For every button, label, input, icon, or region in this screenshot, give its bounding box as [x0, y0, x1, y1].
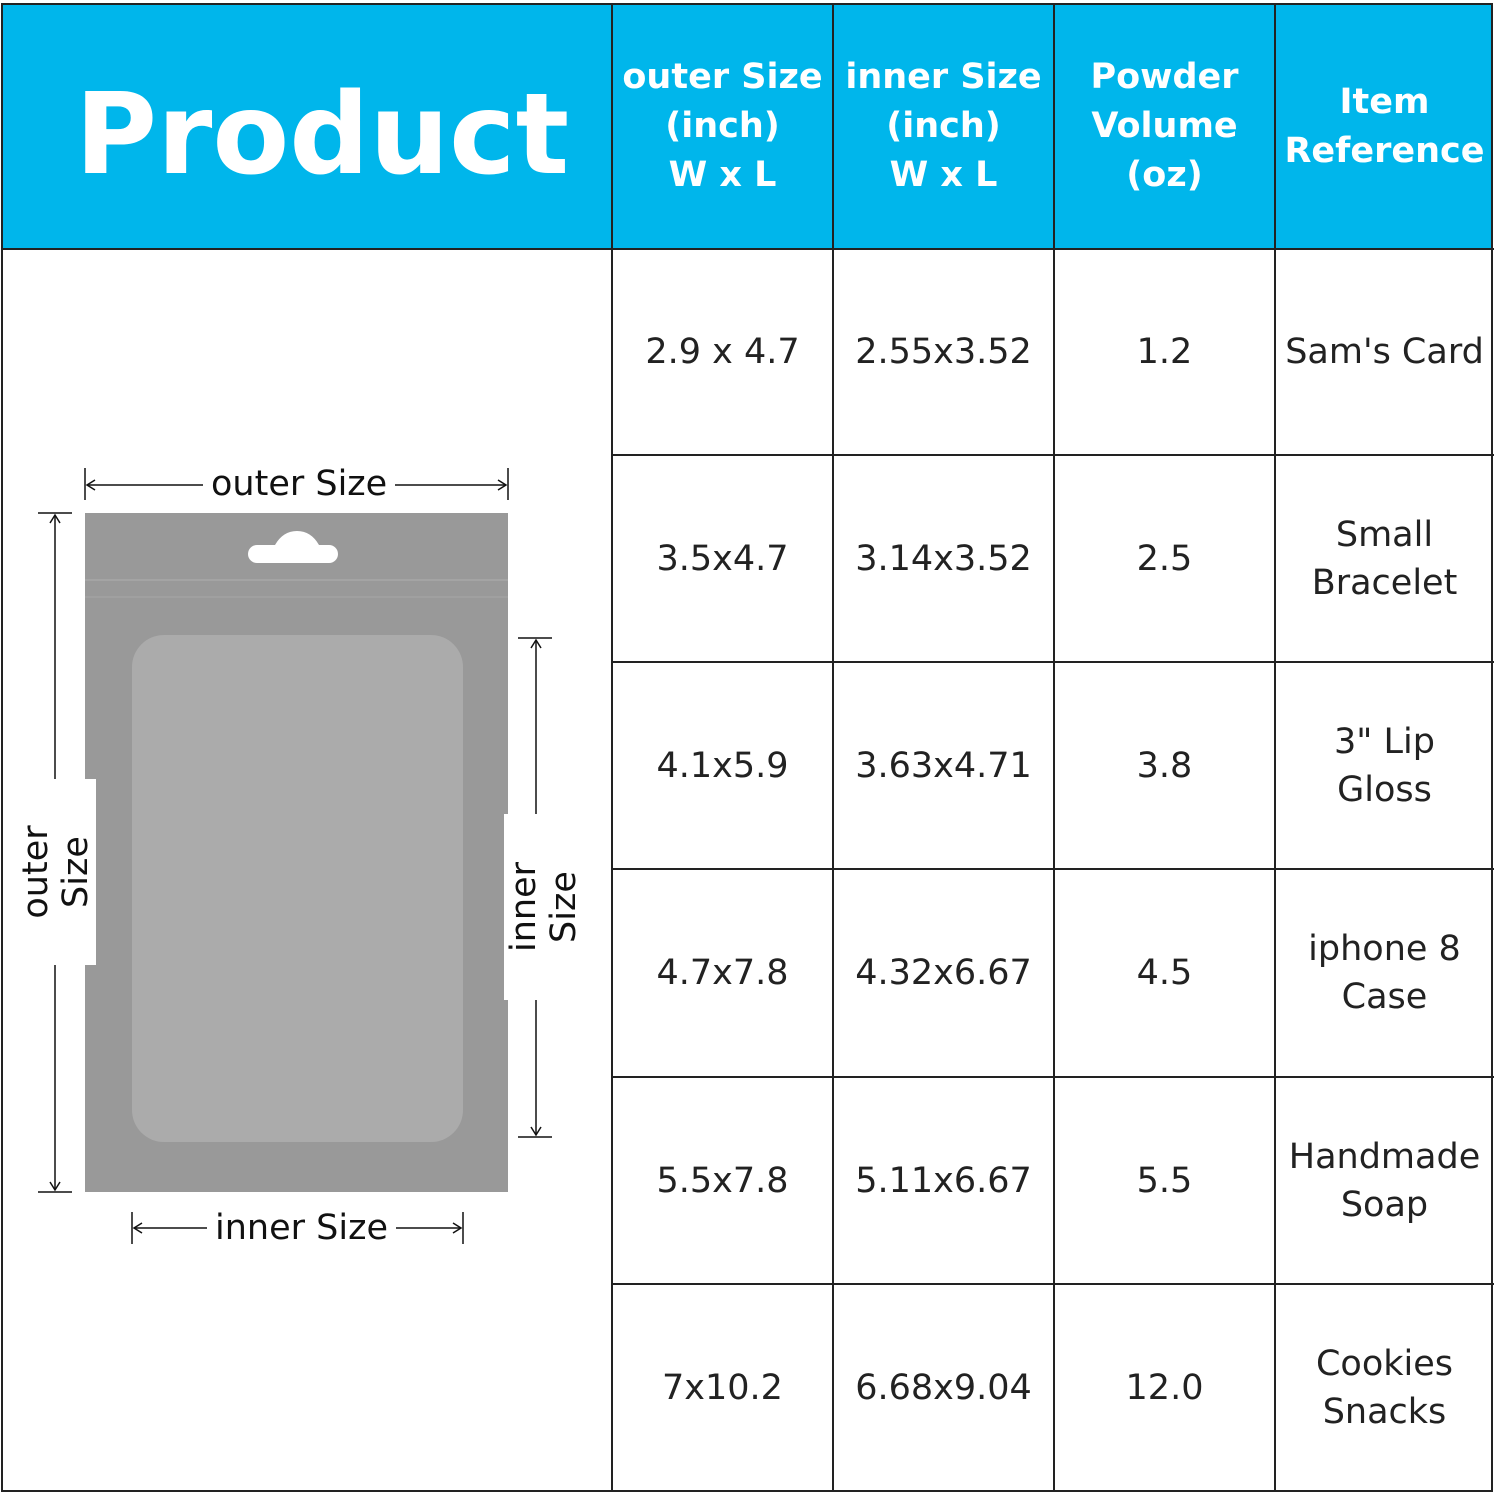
- hang-hole-icon: [248, 531, 338, 563]
- row-divider: [612, 454, 1494, 456]
- table-cell: 2.9 x 4.7: [645, 332, 800, 372]
- table-cell: 5.5: [1136, 1160, 1193, 1201]
- table-cell: 1.2: [1136, 332, 1193, 372]
- row-divider: [612, 1076, 1494, 1078]
- table-cell: 2.55x3.52: [855, 332, 1032, 372]
- inner-size-bottom-label: inner Size: [207, 1208, 396, 1248]
- row-divider: [612, 868, 1494, 870]
- column-header: outer Size (inch) W x L: [622, 57, 823, 195]
- row-divider: [612, 1283, 1494, 1285]
- table-cell: 7x10.2: [662, 1368, 783, 1408]
- table-cell: Cookies Snacks: [1315, 1344, 1454, 1432]
- bag-window: [132, 635, 463, 1142]
- column-divider: [1053, 4, 1055, 1492]
- table-cell: Sam's Card: [1285, 332, 1484, 372]
- table-cell: 5.5x7.8: [656, 1160, 789, 1201]
- row-divider: [2, 248, 1494, 250]
- table-cell: 4.1x5.9: [656, 745, 789, 786]
- column-header: inner Size (inch) W x L: [845, 57, 1042, 195]
- product-title: Product: [75, 70, 570, 200]
- table-cell: 4.5: [1136, 953, 1193, 993]
- outer-size-top-label: outer Size: [203, 464, 396, 504]
- column-divider: [1274, 4, 1276, 1492]
- table-cell: iphone 8 Case: [1308, 929, 1461, 1017]
- table-cell: Small Bracelet: [1311, 514, 1458, 603]
- column-divider: [832, 4, 834, 1492]
- column-divider: [611, 4, 613, 1492]
- table-cell: 4.32x6.67: [855, 953, 1032, 993]
- header-bar: [2, 5, 1492, 248]
- table-cell: Handmade Soap: [1288, 1136, 1481, 1225]
- table-border: [1, 3, 1493, 1492]
- column-header: Powder Volume (oz): [1090, 57, 1239, 195]
- column-header: Item Reference: [1284, 81, 1485, 171]
- table-cell: 12.0: [1125, 1368, 1204, 1408]
- table-cell: 3.8: [1136, 745, 1193, 786]
- table-cell: 6.68x9.04: [855, 1368, 1032, 1408]
- table-cell: 4.7x7.8: [656, 953, 789, 993]
- row-divider: [612, 661, 1494, 663]
- table-cell: 3" Lip Gloss: [1334, 721, 1435, 810]
- table-cell: 5.11x6.67: [855, 1160, 1032, 1201]
- table-cell: 2.5: [1136, 538, 1193, 579]
- table-cell: 3.63x4.71: [855, 745, 1032, 786]
- table-cell: 3.5x4.7: [656, 538, 789, 579]
- table-cell: 3.14x3.52: [855, 538, 1032, 579]
